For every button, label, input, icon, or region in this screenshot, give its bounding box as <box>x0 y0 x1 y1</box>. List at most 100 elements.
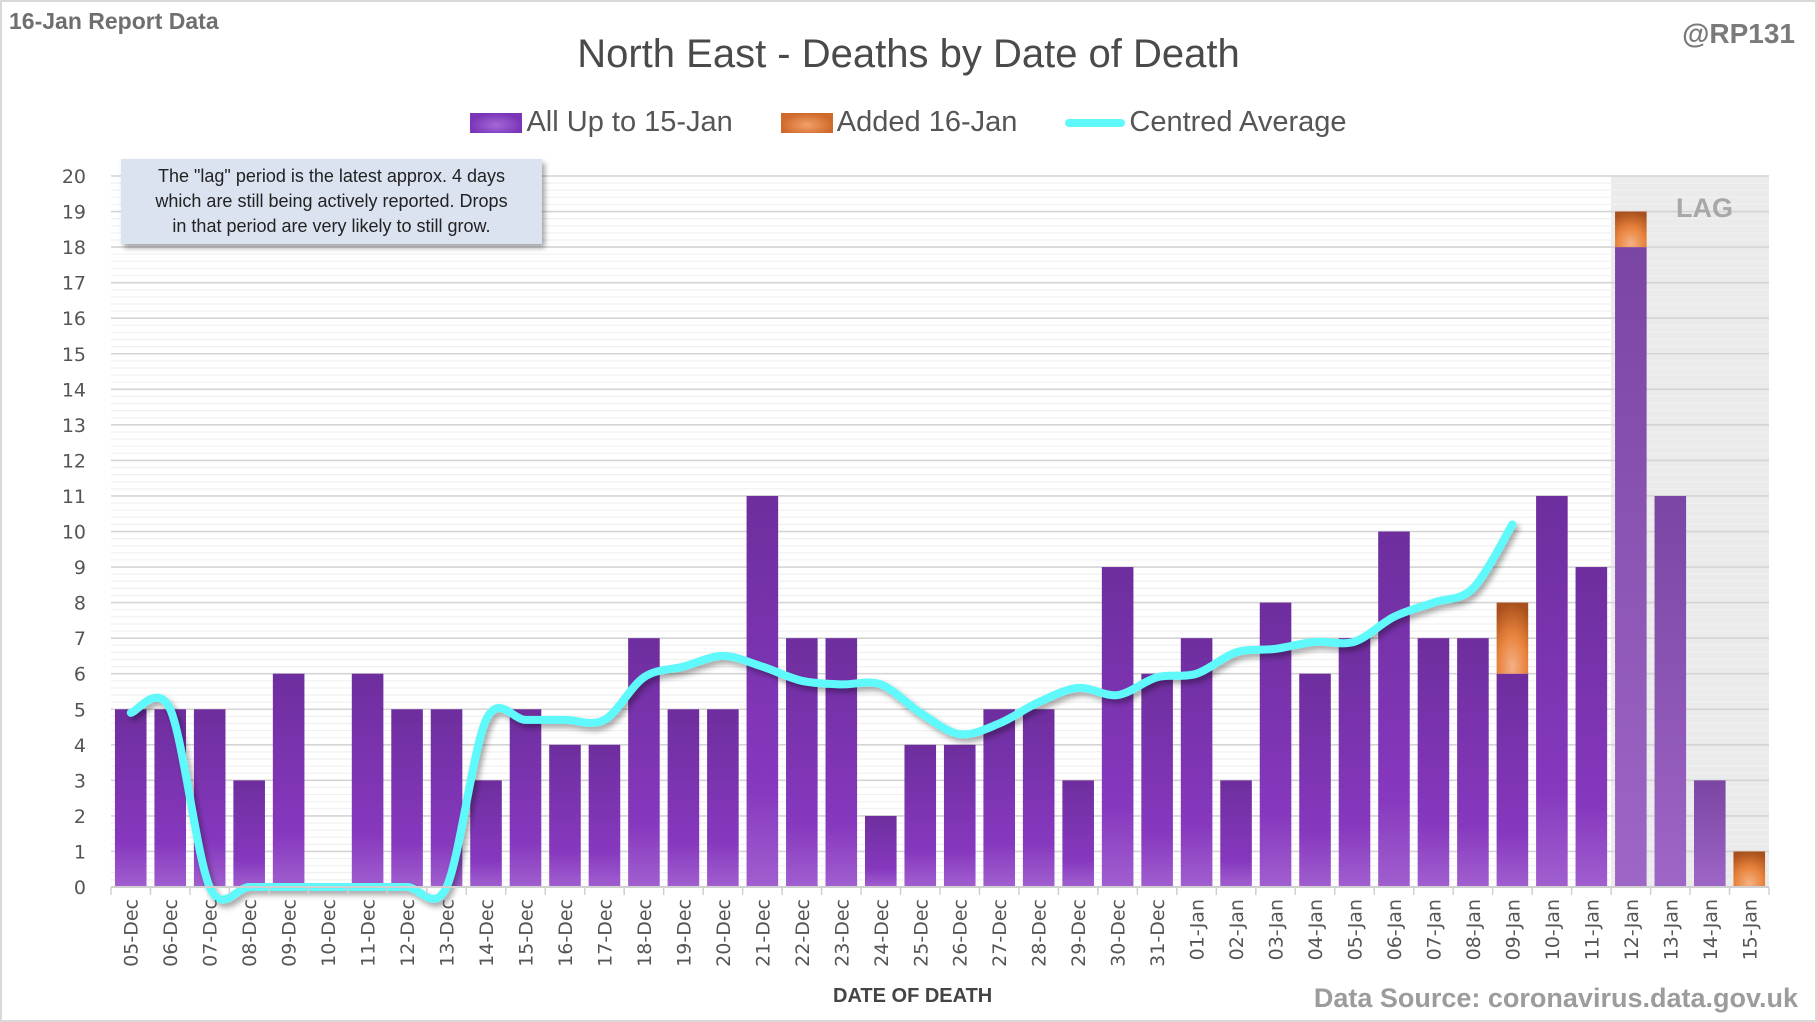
y-tick-label: 6 <box>74 664 86 686</box>
bar-base-27-Dec <box>983 709 1016 887</box>
x-tick-label: 30-Dec <box>1108 899 1130 967</box>
x-tick-label: 01-Jan <box>1187 899 1209 960</box>
legend-label: All Up to 15-Jan <box>526 106 733 138</box>
bar-base-25-Dec <box>904 744 937 887</box>
report-date-label: 16-Jan Report Data <box>9 8 219 34</box>
x-tick-label: 14-Dec <box>476 899 498 967</box>
x-tick-label: 23-Dec <box>831 899 853 967</box>
bar-base-26-Dec <box>943 744 976 887</box>
y-tick-label: 15 <box>62 344 86 366</box>
bar-base-13-Jan <box>1654 495 1687 887</box>
x-tick-label: 10-Dec <box>318 899 340 967</box>
y-tick-label: 13 <box>62 415 86 437</box>
x-tick-label: 19-Dec <box>673 899 695 967</box>
bar-base-07-Jan <box>1417 638 1450 887</box>
x-tick-label: 06-Dec <box>160 899 182 967</box>
x-tick-label: 15-Jan <box>1739 899 1761 960</box>
y-tick-label: 2 <box>74 806 86 828</box>
x-tick-label: 08-Dec <box>239 899 261 967</box>
x-tick-label: 05-Jan <box>1345 899 1367 960</box>
x-tick-label: 07-Dec <box>200 899 222 967</box>
bar-base-28-Dec <box>1022 709 1055 887</box>
y-tick-label: 12 <box>62 450 86 472</box>
y-tick-label: 1 <box>74 841 86 863</box>
bar-base-01-Jan <box>1180 638 1213 887</box>
note-line: The "lag" period is the latest approx. 4… <box>158 166 505 186</box>
y-tick-label: 18 <box>62 237 86 259</box>
y-tick-label: 20 <box>62 166 86 188</box>
x-tick-label: 25-Dec <box>910 899 932 967</box>
legend-label: Centred Average <box>1129 106 1347 138</box>
bar-base-16-Dec <box>549 744 581 887</box>
y-tick-label: 14 <box>62 379 86 401</box>
bar-base-06-Jan <box>1378 531 1410 887</box>
bar-base-12-Dec <box>391 709 423 887</box>
bar-base-08-Dec <box>233 780 265 887</box>
x-tick-label: 09-Jan <box>1502 899 1524 960</box>
x-tick-label: 22-Dec <box>792 899 814 967</box>
note-line: which are still being actively reported.… <box>155 191 508 211</box>
lag-label: LAG <box>1676 193 1733 223</box>
x-tick-label: 24-Dec <box>871 899 893 967</box>
x-tick-label: 20-Dec <box>713 899 735 967</box>
x-tick-label: 11-Dec <box>358 899 380 967</box>
bar-base-05-Jan <box>1338 638 1371 887</box>
bar-base-10-Jan <box>1536 495 1568 887</box>
legend: All Up to 15-Jan Added 16-Jan Centred Av… <box>0 106 1817 139</box>
bar-base-23-Dec <box>825 638 858 887</box>
legend-item-average: Centred Average <box>1065 106 1347 139</box>
bar-added-09-Jan <box>1496 602 1529 674</box>
note-line: in that period are very likely to still … <box>172 216 491 236</box>
x-tick-label: 27-Dec <box>989 899 1011 967</box>
orange-bar-swatch-icon <box>780 112 833 133</box>
x-tick-label: 07-Jan <box>1423 899 1445 960</box>
x-tick-label: 12-Jan <box>1621 899 1643 960</box>
x-tick-label: 26-Dec <box>950 899 972 967</box>
x-tick-label: 10-Jan <box>1542 899 1564 960</box>
x-tick-label: 16-Dec <box>555 899 577 967</box>
y-tick-label: 10 <box>62 522 86 544</box>
bar-base-08-Jan <box>1457 638 1489 887</box>
legend-item-added: Added 16-Jan <box>780 106 1017 139</box>
y-tick-label: 7 <box>74 628 86 650</box>
bar-base-29-Dec <box>1062 780 1094 887</box>
bar-base-09-Dec <box>272 673 305 887</box>
y-tick-label: 16 <box>62 308 86 330</box>
x-tick-label: 04-Jan <box>1305 899 1327 960</box>
y-tick-label: 19 <box>62 202 86 224</box>
bar-base-15-Dec <box>509 709 542 887</box>
legend-item-base: All Up to 15-Jan <box>470 106 733 139</box>
bar-added-12-Jan <box>1615 211 1647 248</box>
y-tick-label: 3 <box>74 770 86 792</box>
x-tick-label: 17-Dec <box>594 899 616 967</box>
bar-base-19-Dec <box>667 709 700 887</box>
bar-base-21-Dec <box>746 495 779 887</box>
bar-base-24-Dec <box>864 815 897 887</box>
bar-base-17-Dec <box>588 744 621 887</box>
chart-title: North East - Deaths by Date of Death <box>577 32 1240 76</box>
x-tick-label: 21-Dec <box>752 899 774 967</box>
y-tick-label: 5 <box>74 699 86 721</box>
y-tick-label: 9 <box>74 557 86 579</box>
data-source: Data Source: coronavirus.data.gov.uk <box>1313 983 1798 1013</box>
bar-base-09-Jan <box>1496 673 1529 887</box>
x-tick-label: 28-Dec <box>1029 899 1051 967</box>
x-tick-label: 29-Dec <box>1068 899 1090 967</box>
x-tick-label: 12-Dec <box>397 899 419 967</box>
bar-base-14-Jan <box>1693 780 1726 887</box>
lag-note-box: The "lag" period is the latest approx. 4… <box>121 159 542 244</box>
y-tick-label: 4 <box>74 735 86 757</box>
x-tick-label: 05-Dec <box>121 899 143 967</box>
y-tick-label: 17 <box>62 273 86 295</box>
bar-base-31-Dec <box>1141 673 1173 887</box>
x-tick-label: 31-Dec <box>1147 899 1169 967</box>
bar-base-30-Dec <box>1101 567 1134 887</box>
purple-bar-swatch-icon <box>470 112 523 133</box>
bar-base-11-Jan <box>1575 567 1608 887</box>
y-tick-label: 11 <box>62 486 86 508</box>
cyan-line-swatch-icon <box>1065 118 1126 127</box>
bar-base-20-Dec <box>707 709 739 887</box>
x-axis-title: DATE OF DEATH <box>833 985 993 1007</box>
bar-base-14-Dec <box>470 780 502 887</box>
